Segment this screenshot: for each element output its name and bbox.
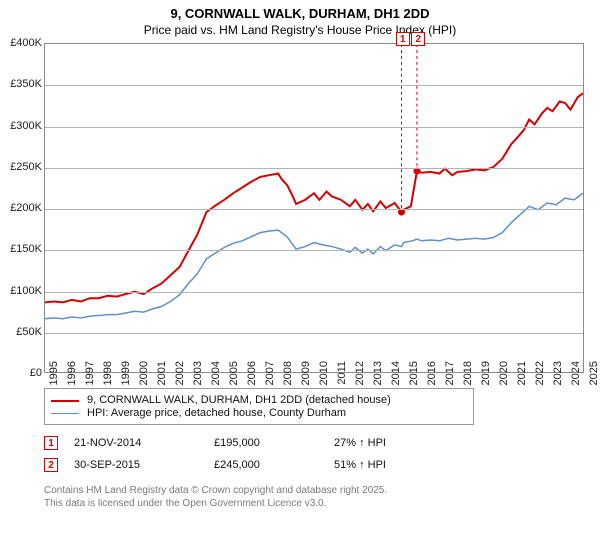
sale-marker-badge: 1: [44, 436, 58, 450]
footer: Contains HM Land Registry data © Crown c…: [44, 484, 387, 510]
gridline: [45, 333, 583, 334]
gridline: [45, 209, 583, 210]
y-axis-label: £350K: [0, 78, 42, 90]
sale-price: £195,000: [214, 437, 334, 449]
footer-line-2: This data is licensed under the Open Gov…: [44, 497, 387, 510]
legend-swatch: [51, 413, 79, 414]
chart-title: 9, CORNWALL WALK, DURHAM, DH1 2DD: [0, 6, 600, 21]
y-axis-label: £400K: [0, 37, 42, 49]
series-price_paid: [45, 93, 583, 302]
legend-label: 9, CORNWALL WALK, DURHAM, DH1 2DD (detac…: [87, 394, 391, 406]
gridline: [45, 250, 583, 251]
y-axis-label: £0: [0, 367, 42, 379]
plot-region: 12: [44, 43, 584, 373]
y-axis-label: £250K: [0, 161, 42, 173]
series-hpi: [45, 193, 583, 319]
sale-date: 21-NOV-2014: [74, 437, 214, 449]
legend-label: HPI: Average price, detached house, Coun…: [87, 407, 346, 419]
marker-badge: 1: [396, 32, 410, 46]
chart-subtitle: Price paid vs. HM Land Registry's House …: [0, 23, 600, 37]
y-axis-label: £50K: [0, 326, 42, 338]
x-axis-label: 2025: [588, 361, 600, 401]
sales-table: 1 21-NOV-2014£195,00027% ↑ HPI 2 30-SEP-201…: [44, 432, 474, 476]
sale-marker-badge: 2: [44, 458, 58, 472]
sale-row: 1 21-NOV-2014£195,00027% ↑ HPI: [44, 432, 474, 454]
sale-row: 2 30-SEP-2015£245,00051% ↑ HPI: [44, 454, 474, 476]
marker-badge: 2: [411, 32, 425, 46]
gridline: [45, 127, 583, 128]
legend-item: HPI: Average price, detached house, Coun…: [51, 407, 467, 419]
y-axis-label: £150K: [0, 243, 42, 255]
chart-lines: [45, 44, 583, 372]
legend: 9, CORNWALL WALK, DURHAM, DH1 2DD (detac…: [44, 388, 474, 425]
sale-date: 30-SEP-2015: [74, 459, 214, 471]
y-axis-label: £300K: [0, 120, 42, 132]
footer-line-1: Contains HM Land Registry data © Crown c…: [44, 484, 387, 497]
chart-area: 12 £0 £50K £100K £150K £200K £250K £300K £350K £…: [0, 39, 600, 419]
gridline: [45, 85, 583, 86]
y-axis-label: £100K: [0, 285, 42, 297]
figure: 9, CORNWALL WALK, DURHAM, DH1 2DD Price …: [0, 0, 600, 560]
gridline: [45, 292, 583, 293]
legend-item: 9, CORNWALL WALK, DURHAM, DH1 2DD (detac…: [51, 394, 467, 406]
gridline: [45, 168, 583, 169]
sale-price: £245,000: [214, 459, 334, 471]
sale-pct-vs-hpi: 51% ↑ HPI: [334, 459, 474, 471]
title-block: 9, CORNWALL WALK, DURHAM, DH1 2DD Price …: [0, 0, 600, 39]
legend-swatch: [51, 400, 79, 402]
y-axis-label: £200K: [0, 202, 42, 214]
sale-pct-vs-hpi: 27% ↑ HPI: [334, 437, 474, 449]
